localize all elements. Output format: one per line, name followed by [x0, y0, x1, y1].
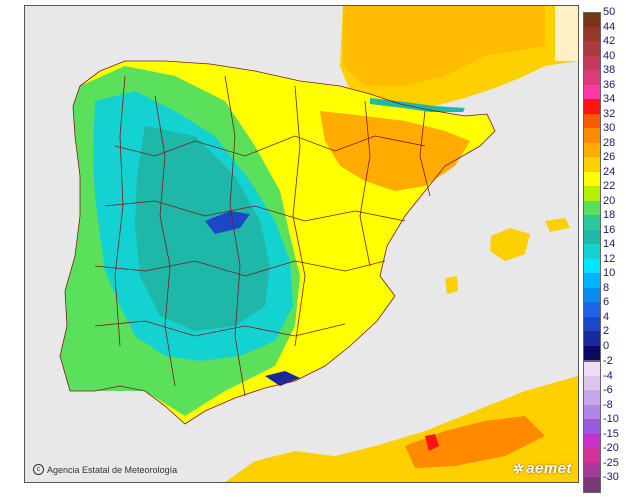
- border-line: [104, 200, 406, 222]
- ebro-valley-warm: [320, 111, 470, 191]
- legend-label: 50: [603, 6, 616, 18]
- legend-label: 14: [603, 238, 616, 250]
- legend-label: 16: [603, 223, 616, 236]
- sierra-nevada-cold: [265, 371, 300, 386]
- copyright-icon: c: [33, 464, 44, 475]
- legend-swatch: [583, 361, 601, 377]
- legend-label: 32: [603, 107, 616, 120]
- sierra-cold-spot: [205, 211, 250, 234]
- legend-swatch: [583, 215, 601, 230]
- legend-label: 10: [603, 267, 616, 279]
- atlas-hot-spot: [425, 434, 439, 451]
- legend-label: -15: [603, 427, 619, 440]
- balearic-mallorca: [490, 228, 530, 261]
- legend-swatch: [583, 99, 601, 114]
- aemet-logo: ✲ aemet: [512, 460, 572, 477]
- balearic-menorca: [545, 218, 570, 232]
- aemet-star-icon: ✲: [511, 460, 524, 476]
- legend-label: 40: [603, 49, 616, 62]
- legend-label: 44: [603, 20, 616, 33]
- legend-swatch: [583, 142, 601, 157]
- legend-swatch: [583, 229, 601, 244]
- legend-swatch: [583, 448, 601, 463]
- legend-label: -8: [603, 398, 613, 411]
- legend-label: 22: [603, 180, 616, 192]
- legend-label: 42: [603, 35, 616, 47]
- map-canvas: [59, 6, 578, 482]
- legend-swatch: [583, 70, 601, 85]
- legend-label: 20: [603, 194, 616, 207]
- legend-swatch: [583, 375, 601, 390]
- france-east-strip: [555, 6, 578, 61]
- province-borders: [59, 60, 496, 425]
- legend-label: 36: [603, 78, 616, 91]
- credit-text: Agencia Estatal de Meteorología: [47, 464, 178, 475]
- balearic-ibiza: [445, 276, 458, 294]
- border-line: [154, 95, 176, 387]
- legend-swatch: [583, 433, 601, 448]
- legend-swatch: [583, 419, 601, 434]
- legend-label: -4: [603, 369, 613, 382]
- legend-swatch: [583, 302, 601, 317]
- legend-swatch: [583, 462, 601, 477]
- legend-swatch: [583, 477, 601, 493]
- legend-label: 18: [603, 209, 616, 221]
- credit-label: c Agencia Estatal de Meteorología: [33, 464, 177, 475]
- legend-label: 34: [603, 93, 616, 105]
- border-line: [114, 75, 126, 347]
- legend-swatch: [583, 273, 601, 288]
- legend-swatch: [583, 157, 601, 172]
- legend-label: 38: [603, 64, 616, 76]
- border-line: [292, 85, 306, 347]
- legend-swatch: [583, 258, 601, 273]
- legend-swatch: [583, 244, 601, 259]
- legend-swatch: [583, 186, 601, 201]
- legend-label: 6: [603, 296, 610, 308]
- legend-swatch: [583, 128, 601, 143]
- legend-swatch: [583, 331, 601, 346]
- border-line: [94, 320, 346, 337]
- legend-swatch: [583, 287, 601, 302]
- legend-label: 0: [603, 339, 610, 352]
- legend-swatch: [583, 345, 601, 361]
- legend-label: 26: [603, 151, 616, 163]
- border-line: [359, 100, 371, 267]
- legend-label: -20: [603, 442, 619, 454]
- temperature-map: c Agencia Estatal de Meteorología ✲ aeme…: [24, 5, 579, 483]
- legend-swatch: [583, 12, 601, 28]
- legend-label: -10: [603, 413, 619, 425]
- legend-label: 2: [603, 325, 610, 337]
- legend-label: 4: [603, 310, 610, 323]
- legend-swatch: [583, 113, 601, 128]
- legend-swatch: [583, 55, 601, 70]
- coast-outline: [59, 60, 496, 425]
- france-warm-band: [343, 6, 545, 86]
- legend-swatch: [583, 84, 601, 99]
- temperature-legend: 50 44 42 40 38 36 34 32 30 28 26 24 22 20 18 16 14 12 10 8 6…: [583, 7, 629, 493]
- legend-swatch: [583, 41, 601, 56]
- border-line: [419, 110, 431, 197]
- legend-label: -30: [603, 471, 619, 483]
- legend-label: 24: [603, 165, 616, 178]
- legend-label: 30: [603, 122, 616, 134]
- atlas-hot-zone: [405, 416, 545, 468]
- legend-label: -25: [603, 456, 619, 469]
- border-line: [94, 260, 386, 277]
- legend-label: -2: [603, 355, 613, 367]
- legend-swatch: [583, 404, 601, 419]
- legend-swatch: [583, 316, 601, 331]
- aemet-logo-text: aemet: [526, 460, 572, 477]
- legend-label: 8: [603, 281, 610, 294]
- legend-swatch: [583, 390, 601, 405]
- legend-label: 28: [603, 136, 616, 149]
- border-line: [224, 75, 246, 397]
- legend-swatch: [583, 200, 601, 215]
- legend-label: 12: [603, 252, 616, 265]
- legend-swatch: [583, 26, 601, 41]
- legend-swatch: [583, 171, 601, 186]
- legend-label: -6: [603, 384, 613, 396]
